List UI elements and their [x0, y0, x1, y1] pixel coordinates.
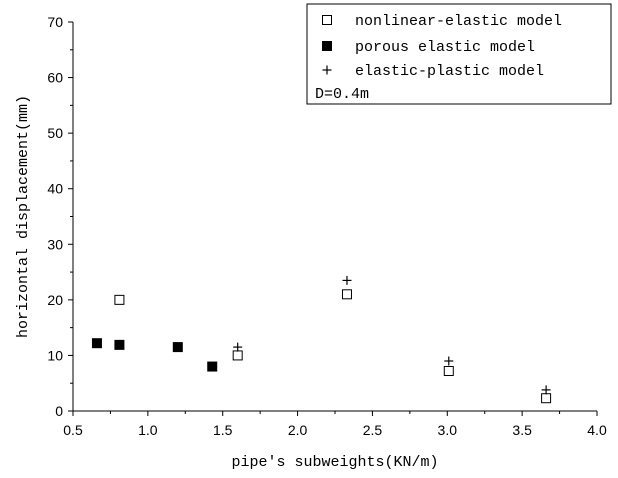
data-points	[91, 275, 552, 404]
point-filled-square-1	[114, 339, 125, 350]
point-plus-1	[342, 275, 352, 285]
point-open-square-0	[114, 294, 125, 305]
y-tick-label: 50	[47, 125, 63, 141]
legend-marker-2	[322, 65, 332, 75]
y-axis-title: horizontal displacement(mm)	[15, 95, 32, 338]
legend-box	[306, 3, 612, 105]
axes: 0.5 1.0 1.5 2.0 2.5 3.0 3.5 4.0 0 10 20 30 40 50 60 70	[47, 14, 607, 438]
y-tick-label: 60	[47, 70, 63, 86]
legend-label: nonlinear-elastic model	[355, 13, 562, 30]
point-open-square-2	[341, 289, 352, 300]
y-tick-label: 40	[47, 181, 63, 197]
y-tick-label: 70	[47, 14, 63, 30]
x-axis-title: pipe's subweights(KN/m)	[231, 454, 438, 471]
x-tick-label: 1.0	[138, 422, 158, 438]
x-tick-label: 0.5	[63, 422, 83, 438]
point-filled-square-2	[172, 342, 183, 353]
point-filled-square-3	[207, 361, 218, 372]
legend-label: elastic-plastic model	[355, 63, 544, 80]
legend-marker-1	[322, 41, 332, 51]
point-open-square-4	[541, 393, 552, 404]
y-tick-label: 20	[47, 292, 63, 308]
legend-marker-0	[322, 15, 332, 25]
point-open-square-3	[443, 365, 454, 376]
point-plus-2	[444, 356, 454, 366]
point-filled-square-0	[91, 338, 102, 349]
y-tick-label: 0	[55, 403, 63, 419]
y-tick-label: 30	[47, 236, 63, 252]
point-plus-3	[541, 385, 551, 395]
point-plus-0	[233, 342, 243, 352]
y-tick-label: 10	[47, 347, 63, 363]
point-open-square-1	[232, 350, 243, 361]
x-tick-label: 3.5	[512, 422, 532, 438]
x-tick-label: 3.0	[438, 422, 458, 438]
legend: nonlinear-elastic model porous elastic mo…	[306, 3, 612, 105]
x-tick-label: 2.0	[288, 422, 308, 438]
legend-label: porous elastic model	[355, 39, 535, 56]
x-tick-label: 2.5	[363, 422, 383, 438]
x-tick-label: 4.0	[587, 422, 607, 438]
x-tick-label: 1.5	[213, 422, 233, 438]
annotation-diameter: D=0.4m	[315, 86, 369, 103]
